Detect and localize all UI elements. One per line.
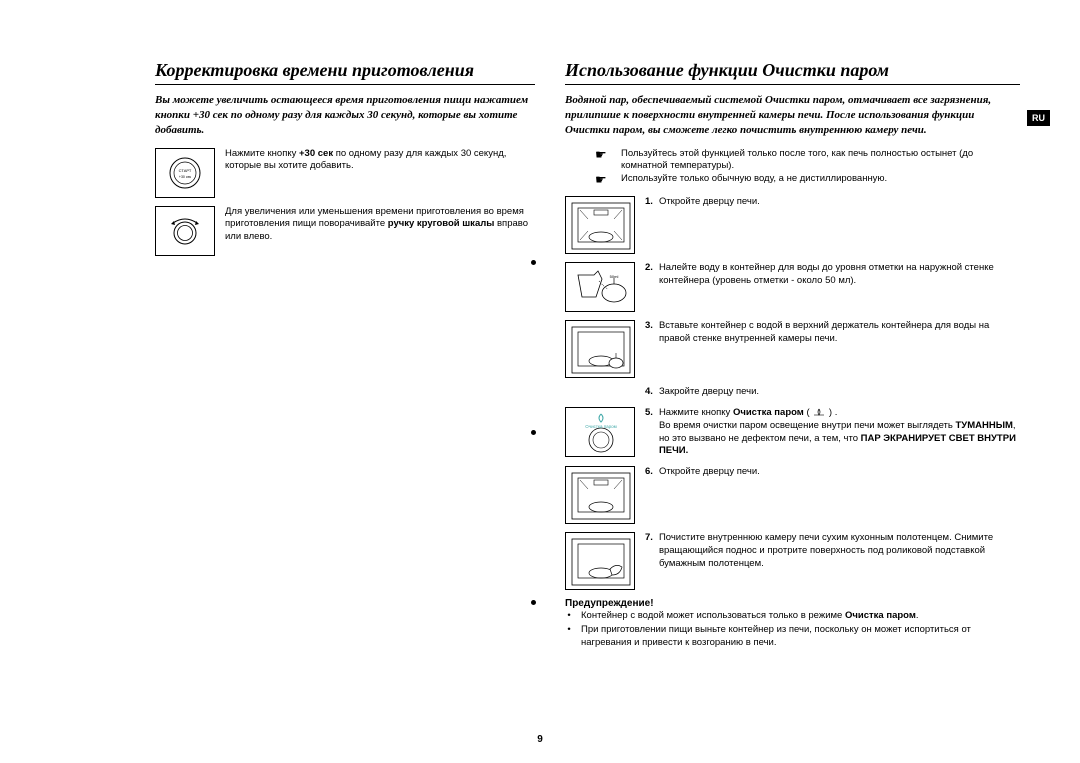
- step-3: 3.Вставьте контейнер с водой в верхний д…: [565, 320, 1020, 378]
- svg-text:СТАРТ: СТАРТ: [179, 168, 192, 173]
- right-title: Использование функции Очистки паром: [565, 60, 1020, 85]
- language-badge: RU: [1027, 110, 1050, 126]
- note-2: Используйте только обычную воду, а не ди…: [621, 173, 887, 186]
- svg-text:+30 сек: +30 сек: [179, 175, 192, 179]
- left-row-1: СТАРТ +30 сек Нажмите кнопку +30 сек по …: [155, 148, 535, 198]
- right-intro: Водяной пар, обеспечиваемый системой Очи…: [565, 93, 1020, 138]
- svg-text:50ml: 50ml: [610, 274, 619, 279]
- step-6: 6.Откройте дверцу печи.: [565, 466, 1020, 524]
- left-intro: Вы можете увеличить остающееся время при…: [155, 93, 535, 138]
- left-row-2: Для увеличения или уменьшения времени пр…: [155, 206, 535, 256]
- left-row-2-text: Для увеличения или уменьшения времени пр…: [225, 206, 535, 244]
- left-column: Корректировка времени приготовления Вы м…: [155, 60, 535, 650]
- pour-water-icon: 50ml: [565, 262, 635, 312]
- pointer-icon: ☛: [595, 148, 611, 174]
- binding-holes: [530, 160, 538, 640]
- left-row-1-text: Нажмите кнопку +30 сек по одному разу дл…: [225, 148, 535, 174]
- warning-heading: Предупреждение!: [565, 598, 1020, 609]
- insert-container-icon: [565, 320, 635, 378]
- step-4: 4.Закройте дверцу печи.: [565, 386, 1020, 399]
- step-7: 7.Почистите внутреннюю камеру печи сухим…: [565, 532, 1020, 590]
- page-number: 9: [0, 734, 1080, 745]
- left-title: Корректировка времени приготовления: [155, 60, 535, 85]
- steam-button-icon: Очистка паром: [565, 407, 635, 457]
- start-button-icon: СТАРТ +30 сек: [155, 148, 215, 198]
- step-5: Очистка паром 5. Нажмите кнопку Очистка …: [565, 407, 1020, 458]
- note-1: Пользуйтесь этой функцией только после т…: [621, 148, 1020, 174]
- notes-block: ☛ Пользуйтесь этой функцией только после…: [595, 148, 1020, 187]
- step-2: 50ml 2.Налейте воду в контейнер для воды…: [565, 262, 1020, 312]
- dial-icon: [155, 206, 215, 256]
- warning-list: • Контейнер с водой может использоваться…: [565, 610, 1020, 649]
- right-column: Использование функции Очистки паром Водя…: [565, 60, 1020, 650]
- oven-open-icon-2: [565, 466, 635, 524]
- wipe-icon: [565, 532, 635, 590]
- oven-open-icon: [565, 196, 635, 254]
- pointer-icon: ☛: [595, 173, 611, 186]
- svg-text:Очистка паром: Очистка паром: [585, 424, 617, 429]
- step-1: 1.Откройте дверцу печи.: [565, 196, 1020, 254]
- page-content: Корректировка времени приготовления Вы м…: [0, 0, 1080, 670]
